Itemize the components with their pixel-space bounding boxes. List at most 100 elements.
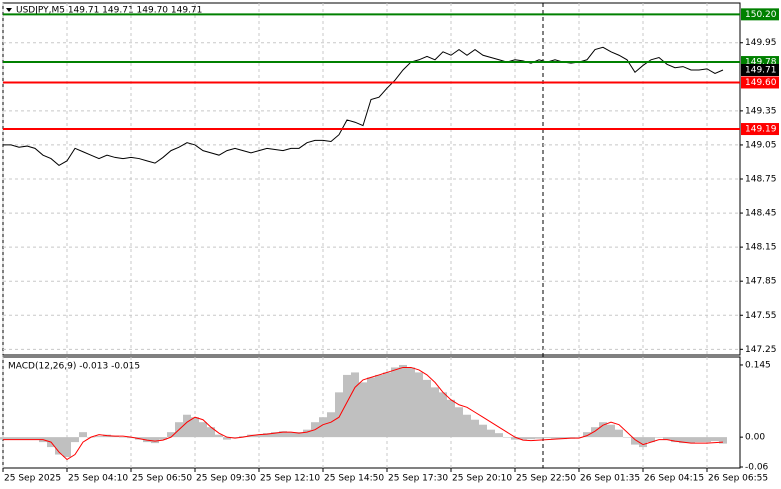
x-tick-label: 26 Sep 01:35 bbox=[580, 474, 640, 484]
macd-title: MACD(12,26,9) -0.013 -0.015 bbox=[8, 362, 140, 372]
x-tick-label: 25 Sep 22:50 bbox=[516, 474, 576, 484]
histogram-bar bbox=[519, 437, 527, 440]
histogram-bar bbox=[575, 437, 583, 438]
level-label: 149.78 bbox=[745, 58, 777, 68]
histogram-bar bbox=[63, 437, 71, 458]
histogram-bar bbox=[31, 437, 39, 440]
histogram-bar bbox=[431, 387, 439, 438]
histogram-bar bbox=[647, 437, 655, 443]
histogram-bar bbox=[383, 372, 391, 438]
y-tick-label: 149.05 bbox=[745, 140, 777, 150]
histogram-bar bbox=[703, 437, 711, 443]
histogram-bar bbox=[671, 437, 679, 443]
histogram-bar bbox=[351, 372, 359, 438]
histogram-bar bbox=[679, 437, 687, 444]
histogram-bar bbox=[327, 412, 335, 438]
histogram-bar bbox=[463, 414, 471, 438]
histogram-bar bbox=[279, 431, 287, 438]
histogram-bar bbox=[271, 432, 279, 438]
level-label: 150.20 bbox=[745, 10, 777, 20]
histogram-bar bbox=[23, 437, 31, 440]
histogram-bar bbox=[151, 437, 159, 444]
histogram-bar bbox=[391, 367, 399, 438]
level-label: 149.60 bbox=[745, 78, 777, 88]
histogram-bar bbox=[719, 437, 727, 444]
level-tag bbox=[741, 76, 779, 89]
y-tick-label: 149.95 bbox=[745, 38, 777, 48]
histogram-bar bbox=[55, 437, 63, 455]
histogram-bar bbox=[95, 436, 103, 438]
x-tick-label: 25 Sep 2025 bbox=[4, 474, 61, 484]
histogram-bar bbox=[223, 437, 231, 440]
histogram-bar bbox=[295, 432, 303, 438]
chart-title: USDJPY,M5 149.71 149.71 149.70 149.71 bbox=[16, 6, 202, 16]
histogram-bar bbox=[207, 427, 215, 438]
y-tick-label: 147.25 bbox=[745, 345, 777, 355]
histogram-bar bbox=[71, 437, 79, 443]
y-tick-label: 147.85 bbox=[745, 277, 777, 287]
histogram-bar bbox=[303, 429, 311, 438]
histogram-bar bbox=[231, 437, 239, 438]
histogram-bar bbox=[543, 437, 551, 439]
x-tick-label: 25 Sep 12:10 bbox=[260, 474, 320, 484]
y-tick-label: 148.15 bbox=[745, 243, 777, 253]
histogram-bar bbox=[399, 364, 407, 438]
histogram-bar bbox=[255, 434, 263, 438]
y-tick-label: 147.55 bbox=[745, 311, 777, 321]
x-tick-label: 25 Sep 14:50 bbox=[324, 474, 384, 484]
histogram-bar bbox=[663, 437, 671, 440]
histogram-bar bbox=[695, 437, 703, 443]
menu-arrow[interactable] bbox=[6, 8, 12, 12]
histogram-bar bbox=[599, 422, 607, 438]
y-tick-label: 0.145 bbox=[745, 360, 771, 370]
histogram-bar bbox=[335, 392, 343, 438]
histogram-bar bbox=[447, 399, 455, 438]
histogram-bar bbox=[527, 437, 535, 440]
histogram-bar bbox=[455, 407, 463, 438]
histogram-bar bbox=[287, 432, 295, 438]
histogram-bar bbox=[487, 429, 495, 438]
histogram-bar bbox=[167, 432, 175, 438]
signal-line bbox=[3, 366, 724, 461]
histogram-bar bbox=[535, 437, 543, 439]
histogram-bar bbox=[623, 437, 631, 438]
histogram-bar bbox=[119, 437, 127, 438]
histogram-bar bbox=[479, 424, 487, 438]
y-tick-label: -0.06 bbox=[745, 463, 769, 473]
histogram-bar bbox=[0, 437, 7, 440]
histogram-bar bbox=[503, 437, 511, 438]
histogram-bar bbox=[343, 374, 351, 438]
x-tick-label: 25 Sep 06:50 bbox=[132, 474, 192, 484]
histogram-bar bbox=[263, 433, 271, 438]
histogram-bar bbox=[319, 417, 327, 438]
histogram-bar bbox=[375, 374, 383, 438]
histogram-bar bbox=[159, 437, 167, 440]
x-tick-label: 25 Sep 04:10 bbox=[68, 474, 128, 484]
histogram-bar bbox=[439, 392, 447, 438]
histogram-bar bbox=[495, 433, 503, 438]
histogram-bar bbox=[15, 437, 23, 440]
last-price-label: 149.71 bbox=[745, 65, 777, 75]
histogram-bar bbox=[407, 367, 415, 438]
level-label: 149.19 bbox=[745, 125, 777, 135]
level-tag bbox=[741, 8, 779, 21]
price-line bbox=[3, 46, 724, 166]
histogram-bar bbox=[591, 427, 599, 438]
histogram-bar bbox=[511, 437, 519, 440]
y-tick-label: 149.35 bbox=[745, 106, 777, 116]
histogram-bar bbox=[79, 432, 87, 438]
histogram-bar bbox=[607, 424, 615, 438]
x-tick-label: 26 Sep 04:15 bbox=[644, 474, 704, 484]
histogram-bar bbox=[471, 419, 479, 438]
x-tick-label: 26 Sep 06:55 bbox=[708, 474, 768, 484]
histogram-bar bbox=[639, 437, 647, 448]
x-tick-label: 25 Sep 09:30 bbox=[196, 474, 256, 484]
histogram-bar bbox=[415, 372, 423, 438]
histogram-bar bbox=[711, 437, 719, 442]
y-tick-label: 0.00 bbox=[745, 433, 765, 443]
histogram-bar bbox=[551, 437, 559, 439]
histogram-bar bbox=[423, 379, 431, 438]
histogram-bar bbox=[583, 432, 591, 438]
y-tick-label: 148.45 bbox=[745, 209, 777, 219]
